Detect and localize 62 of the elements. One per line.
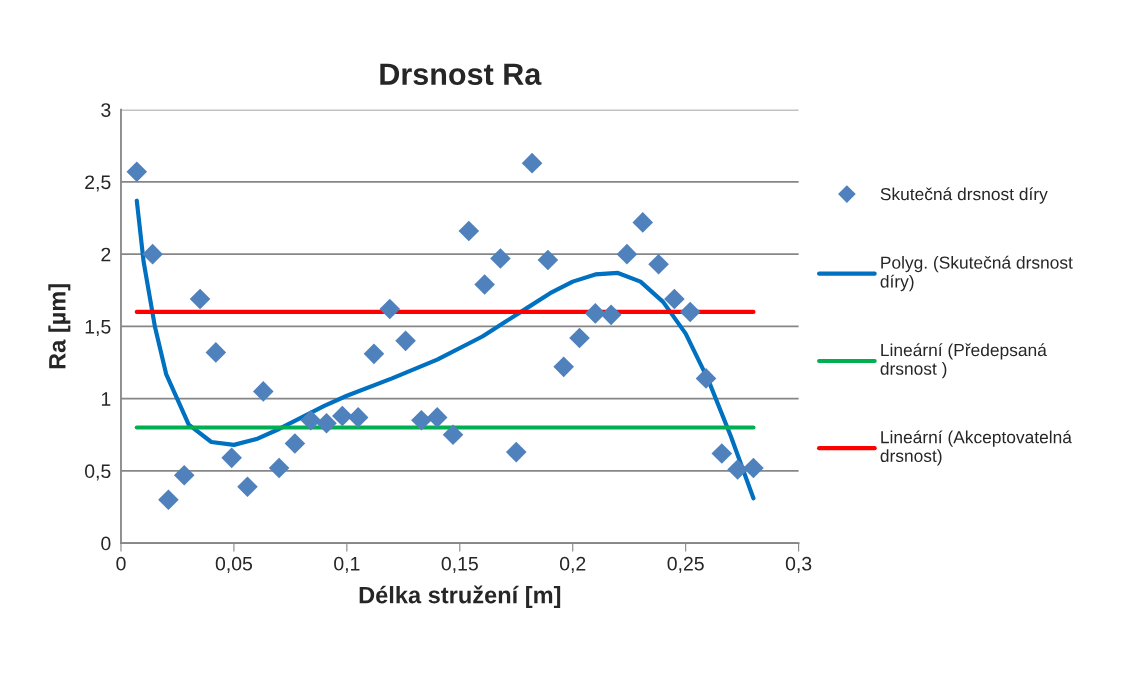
y-tick-label: 0 (101, 536, 111, 551)
x-axis-title: Délka stružení [m] (359, 585, 561, 609)
y-tick-label: 2 (101, 247, 111, 262)
point (205, 342, 227, 363)
point (300, 410, 322, 431)
y-tick-label: 1,5 (85, 320, 111, 336)
point (142, 243, 163, 265)
x-tick-label: 0,05 (215, 556, 253, 573)
y-tick-label: 3 (101, 103, 111, 117)
y-tick-label: 1 (101, 392, 111, 406)
point (585, 303, 606, 324)
point (347, 407, 369, 428)
point (537, 249, 559, 271)
point (474, 274, 495, 295)
point (616, 243, 638, 265)
point (332, 405, 353, 427)
point (158, 489, 179, 511)
point (237, 476, 258, 498)
legend-label: Lineární (Předepsaná drsnost ) (880, 343, 1047, 379)
point (648, 253, 669, 275)
point (632, 212, 654, 233)
point (395, 330, 416, 352)
point (126, 161, 148, 183)
x-tick-label: 0,3 (785, 556, 812, 573)
point (521, 152, 543, 174)
x-tick-label: 0,2 (559, 556, 586, 573)
point (711, 443, 733, 464)
point (743, 457, 764, 479)
point (679, 301, 701, 323)
point (553, 356, 574, 378)
chart-title: Drsnost Ra (380, 63, 542, 85)
point (727, 459, 748, 480)
legend-label: Skutečná drsnost díry (880, 187, 1048, 204)
point (600, 304, 622, 326)
point (252, 381, 274, 402)
legend-label: Lineární (Akceptovatelná drsnost) (880, 430, 1072, 466)
x-tick-label: 0,25 (667, 556, 704, 573)
point (189, 288, 211, 310)
x-tick-label: 0,1 (334, 556, 360, 573)
point (490, 248, 511, 269)
point (221, 447, 242, 469)
point (411, 410, 432, 431)
point (569, 327, 590, 349)
point (664, 288, 685, 310)
point (284, 433, 306, 454)
point (268, 457, 290, 479)
point (442, 424, 464, 446)
point (505, 441, 527, 463)
point (363, 343, 385, 365)
y-tick-label: 0,5 (84, 464, 111, 481)
point (173, 464, 195, 486)
y-tick-label: 2,5 (85, 175, 111, 192)
x-tick-label: 0,15 (441, 556, 478, 573)
x-tick-label: 0 (116, 556, 126, 571)
point (458, 220, 480, 242)
line-series (134, 198, 756, 501)
point (426, 407, 448, 428)
y-axis-title: Ra [µm] (48, 284, 71, 369)
point (379, 298, 401, 320)
legend-label: Polyg. (Skutečná drsnost díry) (880, 255, 1073, 292)
point (695, 368, 717, 389)
point (316, 412, 337, 434)
